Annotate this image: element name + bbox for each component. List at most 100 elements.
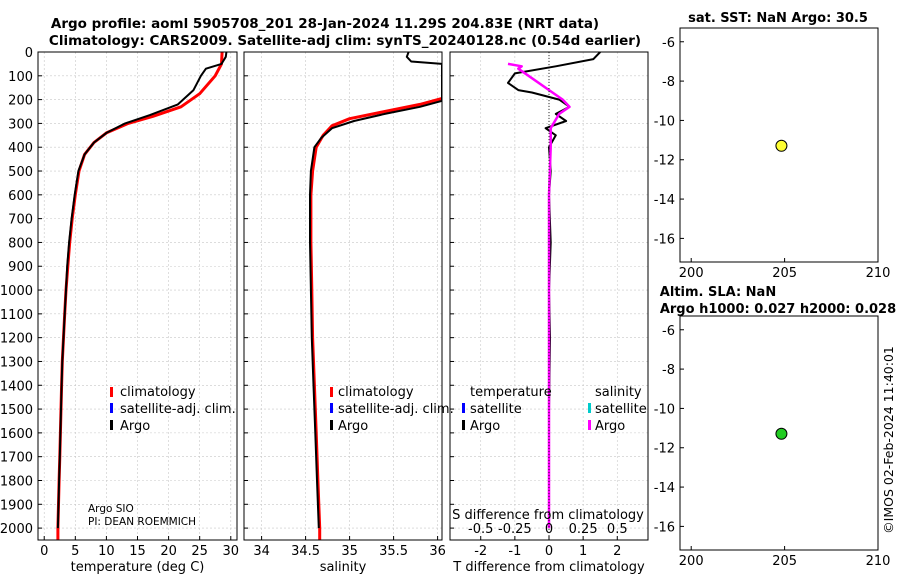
imos-watermark: ©IMOS 02-Feb-2024 11:40:01 — [881, 346, 896, 534]
y-tick-label: 1500 — [0, 403, 33, 418]
x-tick-label: 25 — [191, 544, 208, 559]
credit-pi: PI: DEAN ROEMMICH — [88, 516, 196, 528]
diff-legend-temp-satellite-label: satellite — [470, 402, 522, 417]
series-line-climatology — [309, 96, 442, 540]
legend-argo-label: Argo — [338, 419, 368, 434]
y-tick-label: 100 — [8, 70, 33, 85]
x-tick-label: 210 — [866, 554, 891, 569]
x-tick-label: -2 — [474, 544, 487, 559]
series-line-argo — [56, 52, 228, 529]
series-line-argo — [309, 52, 442, 529]
legend-satellite-swatch — [330, 403, 333, 413]
axes-frame — [679, 315, 879, 551]
x-tick-label: 200 — [679, 266, 704, 281]
difference-panel: -2 -1 0 1 2T difference from climatology S di… — [449, 51, 649, 575]
x-tick-label: 205 — [772, 266, 797, 281]
diff-legend-temp-satellite-swatch — [462, 403, 465, 413]
y-tick-label: -12 — [654, 154, 675, 169]
s-tick-label: 0.5 — [607, 522, 628, 537]
x-tick-label: 1 — [579, 544, 587, 559]
s-tick-label: 0 — [545, 522, 553, 537]
diff-legend-sal-satellite-swatch — [588, 403, 591, 413]
y-tick-label: -14 — [654, 481, 675, 496]
legend-argo-swatch — [110, 420, 113, 430]
difference-legend: temperature salinity satellite Argo sate… — [462, 385, 647, 434]
x-tick-label: 0 — [545, 544, 553, 559]
x-tick-label: 2 — [613, 544, 621, 559]
y-tick-label: 500 — [8, 165, 33, 180]
x-tick-label: 36 — [429, 544, 446, 559]
argo-position-marker — [775, 139, 788, 152]
y-tick-label: 1800 — [0, 474, 33, 489]
figure-title-line2: Climatology: CARS2009. Satellite-adj cli… — [49, 33, 641, 49]
y-tick-label: -12 — [654, 442, 675, 457]
x-tick-label: 35 — [341, 544, 358, 559]
y-tick-label: 1400 — [0, 379, 33, 394]
diff-legend-sal-argo-swatch — [588, 420, 591, 430]
x-tick-label: 20 — [160, 544, 177, 559]
x-tick-label: 15 — [129, 544, 146, 559]
sla-map-title: Altim. SLA: NaN — [660, 285, 776, 300]
argo-position-marker — [775, 427, 788, 440]
legend-climatology-label: climatology — [120, 385, 196, 400]
diff-legend-sal-satellite-label: satellite — [595, 402, 647, 417]
y-tick-label: -6 — [662, 324, 675, 339]
x-tick-label: 5 — [71, 544, 79, 559]
x-tick-label: 34 — [253, 544, 270, 559]
x-tick-label: 0 — [40, 544, 48, 559]
y-tick-label: 900 — [8, 260, 33, 275]
axes-frame — [243, 51, 443, 541]
temperature-panel: 0 5 10 15 20 25 300100200300400500600700800900… — [0, 46, 239, 575]
y-tick-label: 200 — [8, 94, 33, 109]
x-tick-label: -1 — [508, 544, 521, 559]
x-axis-label: salinity — [320, 560, 367, 575]
x-tick-label: 34.5 — [291, 544, 320, 559]
y-tick-label: -10 — [654, 402, 675, 417]
sla-map-panel: -6 -8 -10 -12 -14 -16 200 205 210 Altim. SLA: NaN… — [654, 285, 896, 569]
diff-legend-temp-argo-label: Argo — [470, 419, 500, 434]
y-tick-label: 800 — [8, 236, 33, 251]
salinity-legend: climatology satellite-adj. clim. Argo — [330, 385, 454, 434]
credit-institution: Argo SIO — [88, 503, 134, 515]
y-tick-label: -16 — [654, 232, 675, 247]
series-line-climatology — [56, 52, 224, 540]
s-tick-label: -0.25 — [498, 522, 532, 537]
y-tick-label: 1200 — [0, 332, 33, 347]
sst-map-panel: -6 -8 -10 -12 -14 -16 200 205 210 sat. SST: NaN A… — [654, 11, 891, 281]
figure-title-line1: Argo profile: aoml 5905708_201 28-Jan-20… — [51, 16, 599, 32]
y-tick-label: -8 — [662, 75, 675, 90]
y-tick-label: 2000 — [0, 522, 33, 537]
y-tick-label: 1100 — [0, 308, 33, 323]
x-tick-label: 210 — [866, 266, 891, 281]
diff-legend-temp-argo-swatch — [462, 420, 465, 430]
y-tick-label: -14 — [654, 193, 675, 208]
sst-map-title: sat. SST: NaN Argo: 30.5 — [688, 11, 868, 26]
x-axis-label: T difference from climatology — [452, 560, 645, 575]
y-tick-label: 1700 — [0, 451, 33, 466]
y-tick-label: 300 — [8, 117, 33, 132]
legend-climatology-swatch — [330, 387, 333, 397]
y-tick-label: -6 — [662, 36, 675, 51]
x-tick-label: 205 — [772, 554, 797, 569]
x-tick-label: 200 — [679, 554, 704, 569]
y-tick-label: 700 — [8, 213, 33, 228]
diff-legend-sal-argo-label: Argo — [595, 419, 625, 434]
y-tick-label: 1600 — [0, 427, 33, 442]
axes-frame — [679, 27, 879, 263]
y-tick-label: 400 — [8, 141, 33, 156]
x-tick-label: 30 — [223, 544, 240, 559]
y-tick-label: 1000 — [0, 284, 33, 299]
legend-satellite-label: satellite-adj. clim. — [338, 402, 454, 417]
diff-legend-temperature-heading: temperature — [470, 385, 552, 400]
legend-satellite-label: satellite-adj. clim. — [120, 402, 236, 417]
temperature-legend: climatology satellite-adj. clim. Argo — [110, 385, 236, 434]
y-tick-label: -16 — [654, 520, 675, 535]
salinity-panel: 34 34.5 35 35.5 36 salinity — [243, 51, 446, 575]
x-tick-label: 35.5 — [379, 544, 408, 559]
series-line-salinity-Argo — [507, 62, 571, 529]
s-axis-label: S difference from climatology — [452, 508, 644, 523]
diff-legend-salinity-heading: salinity — [595, 385, 642, 400]
legend-climatology-swatch — [110, 387, 113, 397]
y-tick-label: -10 — [654, 114, 675, 129]
